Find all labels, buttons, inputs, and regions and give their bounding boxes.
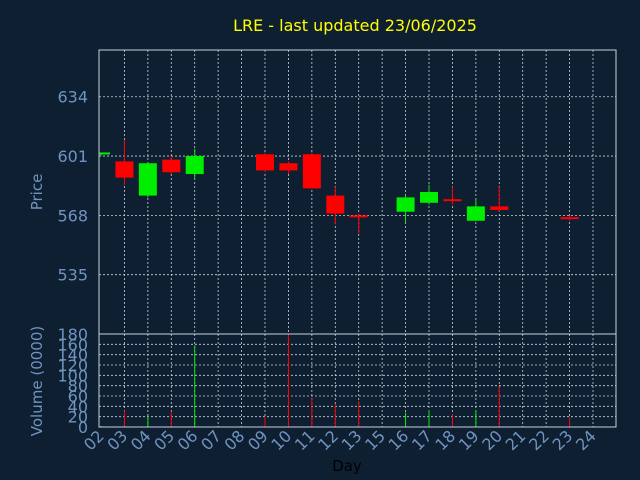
candle-body — [115, 161, 134, 178]
candle-03 — [115, 139, 134, 185]
price-tick-label: 568 — [57, 206, 88, 225]
candle-16 — [396, 195, 415, 223]
candle-02 — [99, 152, 110, 157]
candle-body — [349, 215, 368, 218]
volume-tick-label: 180 — [57, 325, 88, 344]
volume-tick-label: 100 — [57, 366, 88, 385]
candle-body — [466, 206, 485, 221]
candle-body — [560, 217, 579, 220]
volume-tick-label: 80 — [68, 377, 88, 396]
volume-tick-label: 120 — [57, 356, 88, 375]
x-axis-label: Day — [332, 457, 362, 475]
volume-tick-label: 140 — [57, 346, 88, 365]
price-tick-label: 601 — [57, 147, 88, 166]
volume-frame — [98, 333, 617, 428]
volume-bars — [100, 334, 571, 427]
candle-body — [490, 206, 509, 210]
candle-body — [138, 163, 157, 196]
candle-17 — [420, 184, 438, 205]
candle-body — [326, 195, 345, 214]
price-axis-label: Price — [28, 174, 46, 211]
candle-body — [279, 163, 298, 171]
candle-body — [162, 159, 181, 173]
price-tick-label: 634 — [57, 88, 88, 107]
candle-body — [396, 197, 415, 212]
candle-23 — [560, 215, 579, 221]
volume-axis-label: Volume (0000) — [28, 326, 46, 436]
price-tick-label: 535 — [57, 266, 88, 285]
candle-19 — [466, 199, 485, 221]
candle-body — [420, 192, 438, 203]
price-grid — [99, 50, 616, 334]
candle-body — [185, 156, 204, 175]
price-panel: 634 601 568 535 Price — [28, 49, 617, 335]
price-candles — [99, 139, 579, 234]
candle-09 — [256, 152, 274, 173]
volume-tick-label: 60 — [68, 387, 88, 406]
volume-tick-label: 20 — [68, 408, 88, 427]
candle-05 — [162, 156, 181, 175]
candle-body — [256, 154, 274, 171]
volume-tick-label: 0 — [78, 418, 88, 437]
volume-tick-label: 160 — [57, 335, 88, 354]
candle-body — [443, 199, 462, 202]
volume-tick-label: 40 — [68, 397, 88, 416]
candle-18 — [443, 186, 462, 205]
candle-body — [302, 154, 321, 189]
candle-04 — [138, 163, 157, 198]
candle-body — [99, 152, 110, 155]
price-y-ticks: 634 601 568 535 — [57, 88, 88, 285]
candle-10 — [279, 161, 298, 175]
candle-06 — [185, 148, 204, 180]
chart-title: LRE - last updated 23/06/2025 — [233, 16, 477, 35]
candle-12 — [326, 186, 345, 225]
candle-13 — [349, 213, 368, 234]
candle-20 — [490, 186, 509, 212]
candle-11 — [302, 152, 321, 189]
